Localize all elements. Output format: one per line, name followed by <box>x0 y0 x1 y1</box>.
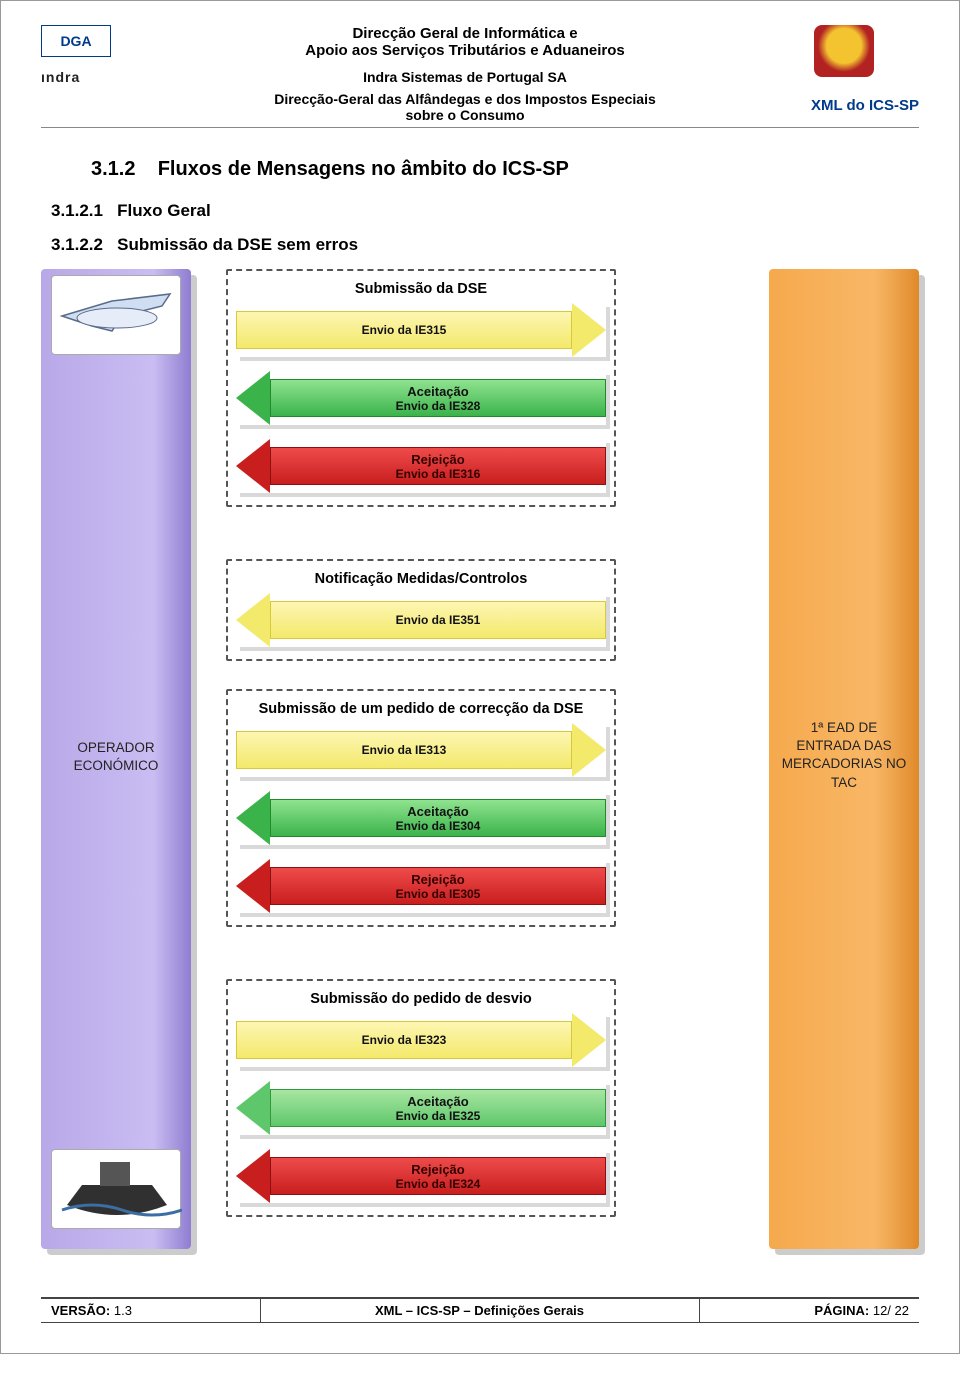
column-right: 1ª EAD DE ENTRADA DAS MERCADORIAS NO TAC <box>769 269 919 1249</box>
group-submissao-dse: Submissão da DSE Envio da IE315 Aceitaçã… <box>226 269 616 507</box>
section-sub2-text: Submissão da DSE sem erros <box>117 235 358 254</box>
arrow-ie305-main: Rejeição <box>411 872 464 887</box>
logo-dga: DGA <box>41 25 111 57</box>
header-right: XML do ICS-SP <box>769 25 919 114</box>
arrow-ie313: Envio da IE313 <box>236 723 606 777</box>
header-line2: Apoio aos Serviços Tributários e Aduanei… <box>161 42 769 59</box>
plane-icon <box>51 275 181 355</box>
arrow-ie305: Rejeição Envio da IE305 <box>236 859 606 913</box>
arrow-ie315: Envio da IE315 <box>236 303 606 357</box>
group2-title: Notificação Medidas/Controlos <box>236 571 606 587</box>
arrow-ie316-main: Rejeição <box>411 452 464 467</box>
crest-icon <box>814 25 874 77</box>
section-sub1-text: Fluxo Geral <box>117 201 211 220</box>
header-line5: sobre o Consumo <box>161 107 769 123</box>
arrow-ie323: Envio da IE323 <box>236 1013 606 1067</box>
section-sub1: 3.1.2.1 Fluxo Geral <box>51 201 919 221</box>
group-desvio: Submissão do pedido de desvio Envio da I… <box>226 979 616 1217</box>
ship-icon <box>51 1149 181 1229</box>
arrow-ie316: Rejeição Envio da IE316 <box>236 439 606 493</box>
arrow-ie328-main: Aceitação <box>407 384 468 399</box>
group4-title: Submissão do pedido de desvio <box>236 991 606 1007</box>
footer-mid: XML – ICS-SP – Definições Gerais <box>261 1299 700 1322</box>
arrow-ie328-sub: Envio da IE328 <box>396 399 481 413</box>
arrow-ie313-sub: Envio da IE313 <box>362 743 447 757</box>
column-left: OPERADOR ECONÓMICO <box>41 269 191 1249</box>
arrow-ie324-main: Rejeição <box>411 1162 464 1177</box>
arrow-ie324-sub: Envio da IE324 <box>396 1177 481 1191</box>
header-logos: DGA ındra <box>41 25 161 85</box>
column-right-label: 1ª EAD DE ENTRADA DAS MERCADORIAS NO TAC <box>779 719 909 792</box>
arrow-ie325-main: Aceitação <box>407 1094 468 1109</box>
header-line1: Direcção Geral de Informática e <box>161 25 769 42</box>
arrow-ie351: Envio da IE351 <box>236 593 606 647</box>
group1-title: Submissão da DSE <box>236 281 606 297</box>
arrow-ie304: Aceitação Envio da IE304 <box>236 791 606 845</box>
xml-label: XML do ICS-SP <box>769 97 919 114</box>
section-main-number: 3.1.2 <box>91 158 135 180</box>
footer-version-label: VERSÃO: <box>51 1303 110 1318</box>
arrow-ie324: Rejeição Envio da IE324 <box>236 1149 606 1203</box>
logo-indra: ındra <box>41 69 161 85</box>
arrow-ie325: Aceitação Envio da IE325 <box>236 1081 606 1135</box>
footer-page: PÁGINA: 12/ 22 <box>700 1299 920 1322</box>
footer-page-label: PÁGINA: <box>814 1303 869 1318</box>
flow-diagram: OPERADOR ECONÓMICO 1ª EAD DE ENTRADA DAS… <box>41 269 919 1269</box>
arrow-ie304-main: Aceitação <box>407 804 468 819</box>
group-notificacao: Notificação Medidas/Controlos Envio da I… <box>226 559 616 661</box>
header-center: Direcção Geral de Informática e Apoio ao… <box>161 25 769 123</box>
arrow-ie304-sub: Envio da IE304 <box>396 819 481 833</box>
section-sub1-number: 3.1.2.1 <box>51 201 103 220</box>
page-footer: VERSÃO: 1.3 XML – ICS-SP – Definições Ge… <box>41 1297 919 1323</box>
arrow-ie351-sub: Envio da IE351 <box>396 613 481 627</box>
arrow-ie325-sub: Envio da IE325 <box>396 1109 481 1123</box>
section-sub2: 3.1.2.2 Submissão da DSE sem erros <box>51 235 919 255</box>
footer-version-value: 1.3 <box>114 1303 132 1318</box>
column-left-label: OPERADOR ECONÓMICO <box>51 739 181 775</box>
section-main-title: 3.1.2 Fluxos de Mensagens no âmbito do I… <box>91 158 919 181</box>
arrow-ie328: Aceitação Envio da IE328 <box>236 371 606 425</box>
footer-version: VERSÃO: 1.3 <box>41 1299 261 1322</box>
group3-title: Submissão de um pedido de correcção da D… <box>236 701 606 717</box>
arrow-ie316-sub: Envio da IE316 <box>396 467 481 481</box>
arrow-ie315-label: Envio da IE315 <box>362 323 447 337</box>
page-header: DGA ındra Direcção Geral de Informática … <box>41 25 919 128</box>
group-correccao: Submissão de um pedido de correcção da D… <box>226 689 616 927</box>
section-main-text: Fluxos de Mensagens no âmbito do ICS-SP <box>158 158 569 180</box>
header-line4: Direcção-Geral das Alfândegas e dos Impo… <box>161 91 769 107</box>
footer-page-value: 12/ 22 <box>873 1303 909 1318</box>
header-line3: Indra Sistemas de Portugal SA <box>161 69 769 85</box>
arrow-ie323-sub: Envio da IE323 <box>362 1033 447 1047</box>
arrow-ie305-sub: Envio da IE305 <box>396 887 481 901</box>
section-sub2-number: 3.1.2.2 <box>51 235 103 254</box>
